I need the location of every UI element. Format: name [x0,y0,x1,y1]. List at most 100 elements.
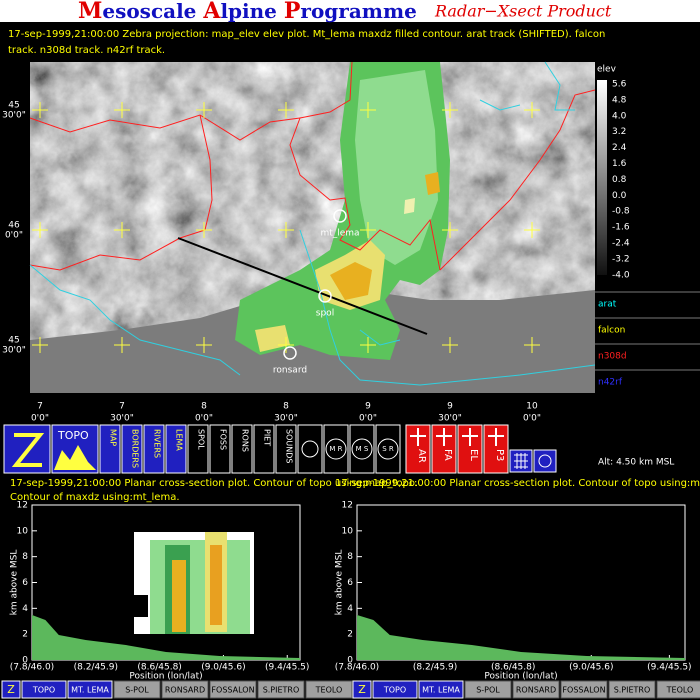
y-tick-label: 8 [347,552,353,562]
site-button[interactable] [323,424,349,474]
site-button[interactable] [375,424,401,474]
topo-label: TOPO [57,429,89,442]
y-tick-label: 12 [342,501,353,511]
bar-button[interactable] [372,680,418,699]
aircraft-label: EL [468,449,479,461]
cross-section-line [177,237,428,335]
bar-button[interactable] [656,680,700,699]
lon-label: 7 [37,402,43,412]
bar-button[interactable] [209,680,257,699]
zebra-logo [11,433,45,467]
grid-icon [514,453,528,469]
aircraft-label: AR [416,449,427,463]
layer-button[interactable] [209,424,231,474]
bar-button[interactable] [305,680,353,699]
lon-label: 9 [365,402,371,412]
station-label: mt_lema [320,229,359,239]
caption-line: 17-sep-1999,21:00:00 Zebra projection: m… [8,29,609,40]
bar-button[interactable] [67,680,113,699]
station-marker [283,346,297,360]
bar-button[interactable] [161,680,209,699]
aircraft-label: FA [442,449,453,461]
x-tick-label: (8.2/45.9) [413,663,457,673]
layer-button[interactable] [99,424,121,474]
bar-label: TOPO [32,686,55,695]
panel-caption: 17-sep-1999,21:00:00 Planar cross-sectio… [10,478,418,489]
bar-label: S-POL [476,686,500,695]
layer-button[interactable] [187,424,209,474]
bottom-bars: Z TOPO MT. LEMA S-POL RONSARD FOSSALON S.PIETR… [1,680,700,699]
station-marker [333,209,347,223]
bar-label: MT. LEMA [71,686,109,695]
lon-label: 30'0" [274,414,298,424]
x-tick-label: (7.8/46.0) [335,663,379,673]
panels: 17-sep-1999,21:00:00 Planar cross-sectio… [10,478,700,682]
altitude: Alt: 4.50 km MSL [598,458,674,468]
colorbar-label: -1.6 [612,223,630,233]
bar-button[interactable] [113,680,161,699]
echo-yellow [172,560,186,632]
y-tick-label: 4 [347,604,353,614]
colorbar-label: 4.8 [612,95,627,105]
bar-button[interactable] [21,680,67,699]
layer-button[interactable] [143,424,165,474]
layer-button[interactable] [231,424,253,474]
lon-label: 0'0" [359,414,377,424]
layer-label: RONS [241,429,250,452]
lon-label: 30'0" [438,414,462,424]
layer-label: LEMA [175,429,184,451]
colorbar-label: 4.0 [612,111,627,121]
center-icon [538,454,552,468]
site-label: M R [329,445,342,453]
legend-entry[interactable]: falcon [598,326,625,336]
y-tick-label: 10 [342,526,354,536]
legend-entry[interactable]: n308d [598,352,627,362]
layer-button[interactable] [121,424,143,474]
bar-button[interactable] [1,680,21,699]
aircraft-label: P3 [494,449,505,461]
x-axis-label: Position (lon/lat) [484,672,557,682]
legend-entry[interactable]: n42rf [598,378,623,388]
colorbar-label: 0.0 [612,191,627,201]
aircraft-icon [462,428,478,446]
bar-button[interactable] [512,680,560,699]
colorbar-label: 1.6 [612,159,627,169]
title-part: M [78,0,102,24]
y-tick-label: 8 [22,552,28,562]
bar-button[interactable] [464,680,512,699]
bar-label: FOSSALON [211,686,254,695]
lat-label: 0'0" [5,231,23,241]
bar-label: Z [7,683,15,696]
colorbar [597,80,607,275]
station-marker [318,289,332,303]
center-button[interactable] [533,449,557,473]
y-axis-label: km above MSL [10,550,20,616]
legend-entry[interactable]: arat [598,300,617,310]
bar-label: S.PIETRO [614,686,651,695]
x-tick-label: (8.2/45.9) [74,663,118,673]
site-button[interactable] [349,424,375,474]
bar-button[interactable] [608,680,656,699]
layer-button[interactable] [165,424,187,474]
bar-label: RONSARD [516,686,556,695]
bar-button[interactable] [560,680,608,699]
lon-label: 10 [526,402,538,412]
bar-label: RONSARD [165,686,205,695]
layer-button[interactable] [275,424,297,474]
x-axis-label: Position (lon/lat) [129,672,202,682]
map [29,61,596,393]
site-label: S R [382,445,394,453]
title-part: lpine [220,0,283,23]
lat-label: 45 [8,101,19,111]
aircraft-icon [488,428,504,446]
layer-label: RIVERS [153,429,162,458]
site-icon [351,438,373,460]
y-tick-label: 4 [22,604,28,614]
bar-button[interactable] [257,680,305,699]
lon-label: 30'0" [110,414,134,424]
bar-button[interactable] [418,680,464,699]
bar-label: TEOLO [666,686,694,695]
layer-label: PIET [263,429,272,446]
layer-button[interactable] [253,424,275,474]
bar-button[interactable] [352,680,372,699]
